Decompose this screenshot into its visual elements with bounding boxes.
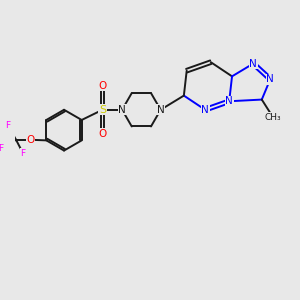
Text: O: O: [98, 81, 107, 91]
Text: N: N: [225, 96, 233, 106]
Text: N: N: [157, 105, 164, 115]
Text: N: N: [118, 105, 126, 115]
Text: S: S: [99, 105, 106, 115]
Text: N: N: [249, 58, 257, 69]
Text: CH₃: CH₃: [265, 113, 281, 122]
Text: N: N: [201, 105, 209, 115]
Text: F: F: [5, 121, 11, 130]
Text: O: O: [98, 129, 107, 139]
Text: F: F: [21, 149, 26, 158]
Text: N: N: [266, 74, 274, 84]
Text: O: O: [27, 135, 35, 145]
Text: F: F: [0, 144, 3, 153]
